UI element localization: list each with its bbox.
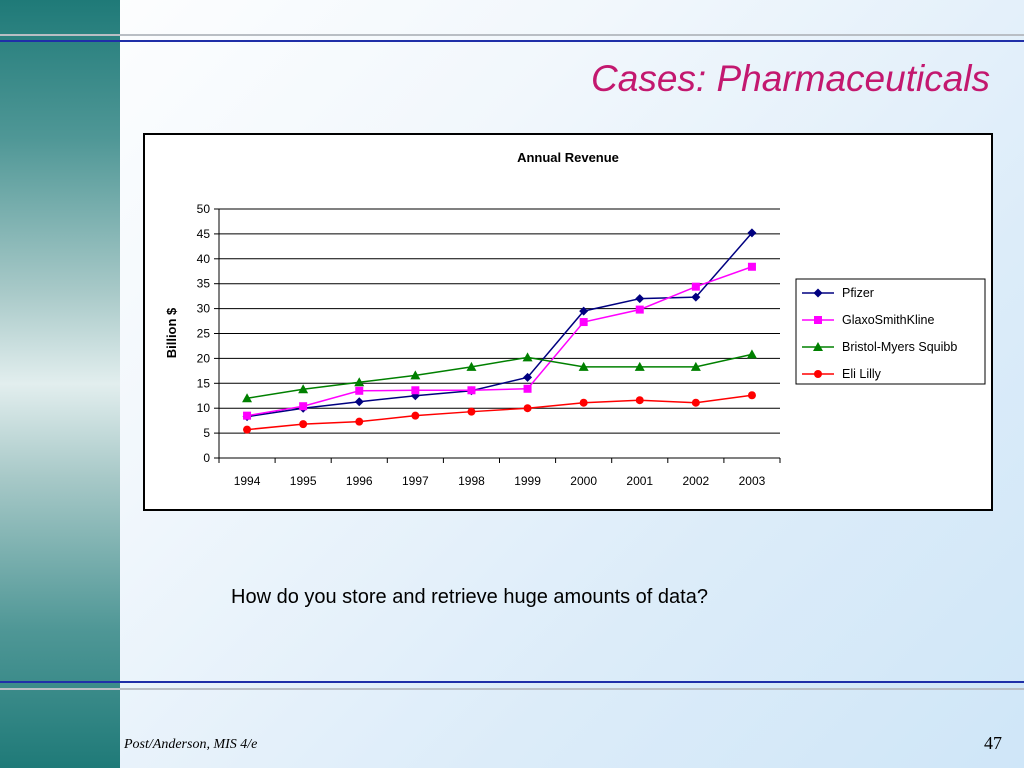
x-tick-label: 1994 [234,474,261,488]
data-point-glaxosmithkline [411,386,420,395]
side-decoration-bar [0,0,120,768]
data-point-bristol-myers-squibb [242,393,253,403]
legend-marker-bristol-myers-squibb [813,342,823,351]
data-point-eli-lilly [411,411,420,420]
series-eli-lilly [243,391,756,434]
data-point-glaxosmithkline [691,282,700,291]
data-point-glaxosmithkline [299,402,308,411]
legend-marker-eli-lilly [814,370,822,378]
series-line-bristol-myers-squibb [246,353,753,399]
chart-legend: Pfizer GlaxoSmithKline Bristol-Myers Squib… [795,278,986,385]
footer-citation: Post/Anderson, MIS 4/e [124,737,258,752]
data-point-eli-lilly [635,396,644,405]
top-blue-rule [0,40,1024,42]
data-point-eli-lilly [579,398,588,407]
data-point-bristol-myers-squibb [690,361,701,371]
y-tick-label: 45 [197,227,211,241]
chart-frame: Annual Revenue Billion $ 0 5 10 15 20 25 30 35 4… [143,133,993,511]
legend-label-eli-lilly: Eli Lilly [842,367,882,381]
legend-label-pfizer: Pfizer [842,286,874,300]
data-point-bristol-myers-squibb [578,361,589,371]
revenue-line-chart: Annual Revenue Billion $ 0 5 10 15 20 25 30 35 4… [164,150,986,488]
data-point-eli-lilly [747,391,756,400]
x-tick-label: 1997 [402,474,429,488]
data-point-bristol-myers-squibb [634,361,645,371]
page-number: 47 [984,733,1002,753]
legend-label-glaxosmithkline: GlaxoSmithKline [842,313,934,327]
x-tick-label: 2000 [570,474,597,488]
x-tick-label: 1999 [514,474,541,488]
bottom-blue-rule [0,681,1024,683]
data-point-pfizer [691,292,701,302]
data-point-eli-lilly [299,420,308,429]
data-point-glaxosmithkline [523,384,532,393]
slide-title: Cases: Pharmaceuticals [591,58,990,99]
grid-layer [219,208,780,459]
y-tick-label: 20 [197,351,211,365]
y-tick-label: 30 [197,302,211,316]
y-tick-label: 35 [197,277,211,291]
y-tick-label: 40 [197,252,211,266]
data-point-glaxosmithkline [243,411,252,420]
data-point-glaxosmithkline [747,262,756,271]
legend-label-bristol-myers-squibb: Bristol-Myers Squibb [842,340,957,354]
data-point-glaxosmithkline [467,386,476,395]
data-point-bristol-myers-squibb [410,370,421,380]
y-tick-label: 50 [197,202,211,216]
series-bristol-myers-squibb [242,349,757,403]
data-point-eli-lilly [523,404,532,413]
data-point-eli-lilly [467,407,476,416]
data-point-glaxosmithkline [635,305,644,314]
data-point-pfizer [635,294,645,304]
y-tick-label: 15 [197,376,211,390]
legend-marker-glaxosmithkline [814,316,822,324]
data-point-glaxosmithkline [355,386,364,395]
legend-marker-pfizer [813,288,823,298]
data-point-eli-lilly [355,417,364,426]
series-glaxosmithkline [243,262,756,420]
series-line-glaxosmithkline [246,266,753,417]
series-line-eli-lilly [246,394,753,431]
data-point-pfizer [354,397,364,407]
y-tick-label: 0 [203,451,210,465]
bottom-grey-rule [0,688,1024,690]
data-point-pfizer [747,228,757,238]
data-point-bristol-myers-squibb [466,361,477,371]
data-point-bristol-myers-squibb [746,349,757,359]
x-tick-label: 2003 [739,474,766,488]
data-point-bristol-myers-squibb [522,352,533,362]
chart-title: Annual Revenue [517,150,619,165]
y-tick-label: 25 [197,327,211,341]
data-point-bristol-myers-squibb [354,377,365,387]
data-point-pfizer [579,306,589,316]
data-point-bristol-myers-squibb [298,384,309,394]
legend-box [795,278,986,385]
x-tick-label: 1998 [458,474,485,488]
x-tick-label: 2001 [626,474,653,488]
series-layer [242,228,757,434]
y-axis-label: Billion $ [164,307,179,358]
top-grey-rule [0,34,1024,36]
y-tick-label: 5 [203,426,210,440]
data-point-eli-lilly [691,398,700,407]
slide-question: How do you store and retrieve huge amoun… [231,586,708,608]
axis-layer: 0 5 10 15 20 25 30 35 40 45 50 1994 1995 1996 1997 1998… [197,202,781,488]
x-tick-label: 1996 [346,474,373,488]
data-point-eli-lilly [243,425,252,434]
data-point-glaxosmithkline [579,318,588,327]
x-tick-label: 2002 [682,474,709,488]
x-tick-label: 1995 [290,474,317,488]
series-pfizer [242,228,757,422]
y-tick-label: 10 [197,401,211,415]
data-point-pfizer [523,372,533,382]
